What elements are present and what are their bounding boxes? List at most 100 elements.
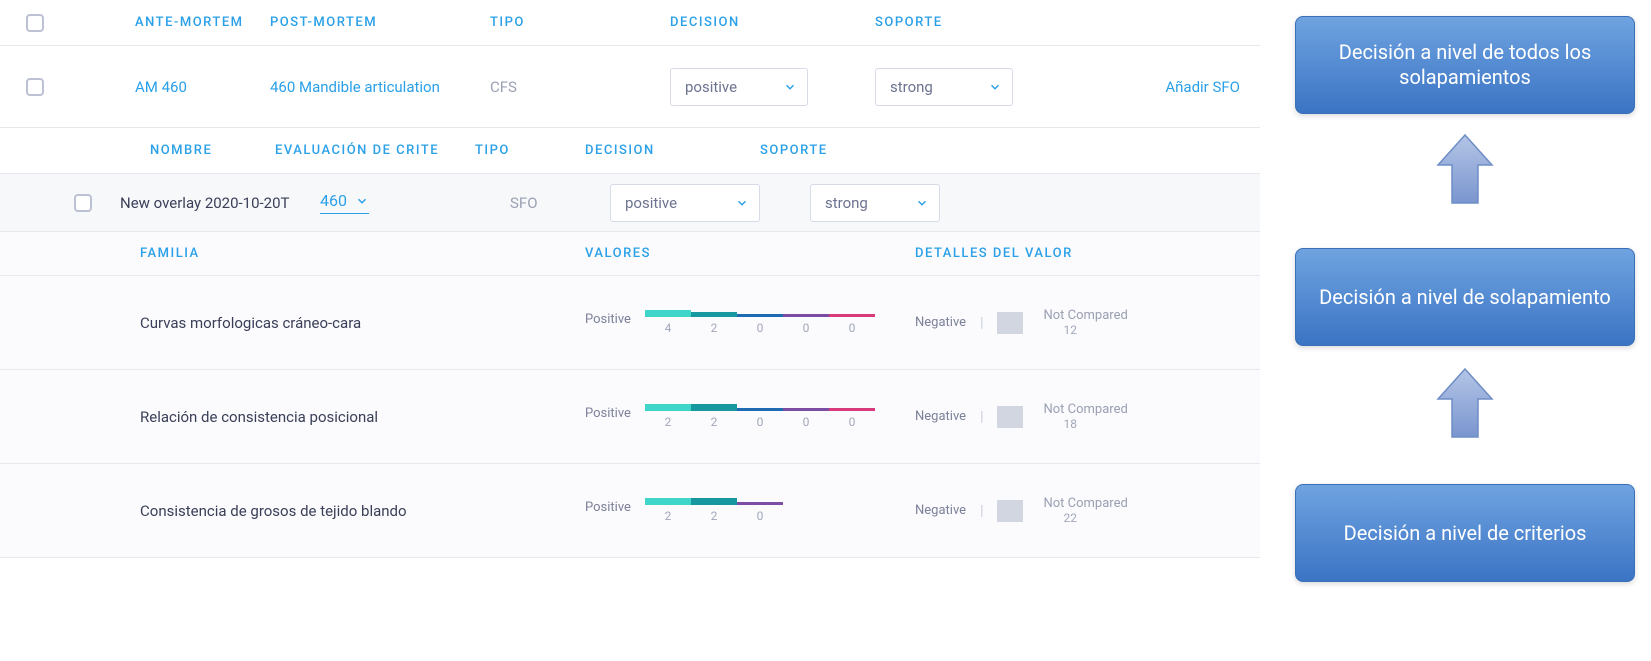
col-tipo2: TIPO (475, 143, 535, 158)
callout-criteria: Decisión a nivel de criterios (1295, 484, 1635, 582)
arrow-up-icon (1434, 367, 1496, 441)
col-dec: DECISION (670, 15, 875, 30)
col-dec2: DECISION (535, 143, 735, 158)
bar-segment (737, 314, 783, 317)
valores-cell: Positive22000 (555, 404, 915, 429)
col-familia: FAMILIA (0, 246, 555, 261)
valores-cell: Positive42000 (555, 310, 915, 335)
criteria-row: Curvas morfologicas cráneo-cara Positive 4… (0, 276, 1260, 370)
col-nombre: NOMBRE (70, 143, 275, 158)
familia-label: Curvas morfologicas cráneo-cara (0, 314, 555, 332)
not-compared-count: 12 (1063, 323, 1077, 337)
not-compared-count: 18 (1063, 417, 1077, 431)
overlay-name: New overlay 2020-10-20T (120, 194, 320, 212)
select-all-checkbox[interactable] (26, 14, 44, 32)
eval-value: 460 (320, 191, 347, 210)
detalles-cell: Negative|Not Compared18 (915, 402, 1245, 431)
overlay-tipo: SFO (510, 194, 610, 212)
criteria-row: Consistencia de grosos de tejido blando P… (0, 464, 1260, 558)
divider: | (980, 503, 983, 519)
familia-label: Relación de consistencia posicional (0, 408, 555, 426)
positive-label: Positive (585, 310, 631, 327)
overlay-decision-select[interactable]: positive (610, 184, 760, 222)
overlay-support-select[interactable]: strong (810, 184, 940, 222)
divider: | (980, 409, 983, 425)
negative-label: Negative (915, 503, 966, 518)
bar-segment (783, 314, 829, 317)
tipo-value: CFS (490, 78, 670, 96)
bar-segment (691, 404, 737, 411)
bar-tick: 4 (645, 321, 691, 335)
col-sup2: SOPORTE (735, 143, 935, 158)
bar-segment (691, 498, 737, 505)
bar-tick: 2 (691, 415, 737, 429)
chevron-down-icon (735, 196, 749, 210)
bar-segment (783, 408, 829, 411)
callout-all-overlaps: Decisión a nivel de todos los solapamien… (1295, 16, 1635, 114)
col-eval: EVALUACIÓN DE CRITE (275, 143, 475, 158)
valores-cell: Positive220 (555, 498, 915, 523)
not-compared-count: 22 (1063, 511, 1077, 525)
bar-segment (691, 312, 737, 317)
bar-segment (737, 502, 783, 505)
am-link[interactable]: AM 460 (70, 78, 270, 96)
negative-box (997, 406, 1023, 428)
chevron-down-icon (783, 80, 797, 94)
bar-tick: 2 (691, 321, 737, 335)
bar-tick: 2 (645, 509, 691, 523)
bar-tick: 0 (737, 321, 783, 335)
bar-segment (737, 408, 783, 411)
add-sfo-link[interactable]: Añadir SFO (1105, 78, 1260, 96)
bar-segment (645, 498, 691, 505)
bar-segment (645, 404, 691, 411)
col-tipo: TIPO (490, 15, 670, 30)
bar-tick: 0 (829, 321, 875, 335)
bar-tick: 0 (737, 509, 783, 523)
bar-tick: 2 (691, 509, 737, 523)
negative-box (997, 500, 1023, 522)
level1-row: AM 460 460 Mandible articulation CFS pos… (0, 46, 1260, 128)
positive-label: Positive (585, 404, 631, 421)
support-value: strong (890, 78, 933, 96)
bar-tick: 0 (783, 321, 829, 335)
col-valores: VALORES (555, 246, 915, 261)
chevron-down-icon (988, 80, 1002, 94)
bar-tick: 2 (645, 415, 691, 429)
row-checkbox[interactable] (26, 78, 44, 96)
bar-tick: 0 (783, 415, 829, 429)
col-detalles: DETALLES DEL VALOR (915, 246, 1235, 261)
col-sup: SOPORTE (875, 15, 1105, 30)
chevron-down-icon (915, 196, 929, 210)
pm-link[interactable]: 460 Mandible articulation (270, 78, 490, 96)
col-am: ANTE-MORTEM (70, 15, 270, 30)
divider: | (980, 315, 983, 331)
decision-value: positive (685, 78, 737, 96)
bar-segment (645, 310, 691, 317)
not-compared-label: Not Compared (1043, 496, 1127, 511)
level2-row: New overlay 2020-10-20T 460 SFO positive… (0, 174, 1260, 232)
familia-label: Consistencia de grosos de tejido blando (0, 502, 555, 520)
eval-select[interactable]: 460 (320, 191, 369, 214)
overlay-decision-value: positive (625, 194, 677, 212)
level3-header: FAMILIA VALORES DETALLES DEL VALOR (0, 232, 1260, 276)
negative-box (997, 312, 1023, 334)
overlay-support-value: strong (825, 194, 868, 212)
arrow-up-icon (1434, 133, 1496, 207)
detalles-cell: Negative | Not Compared22 (915, 496, 1245, 525)
bar-tick: 0 (829, 415, 875, 429)
decision-select[interactable]: positive (670, 68, 808, 106)
positive-label: Positive (585, 498, 631, 515)
overlay-checkbox[interactable] (74, 194, 92, 212)
callout-overlap: Decisión a nivel de solapamiento (1295, 248, 1635, 346)
negative-label: Negative (915, 409, 966, 424)
not-compared-label: Not Compared (1043, 308, 1127, 323)
bar-segment (829, 314, 875, 317)
chevron-down-icon (355, 194, 369, 208)
detalles-cell: Negative | Not Compared12 (915, 308, 1245, 337)
criteria-row: Relación de consistencia posicional Posit… (0, 370, 1260, 464)
level2-header: NOMBRE EVALUACIÓN DE CRITE TIPO DECISION… (0, 128, 1260, 174)
bar-segment (829, 408, 875, 411)
bar-tick: 0 (737, 415, 783, 429)
support-select[interactable]: strong (875, 68, 1013, 106)
negative-label: Negative (915, 315, 966, 330)
